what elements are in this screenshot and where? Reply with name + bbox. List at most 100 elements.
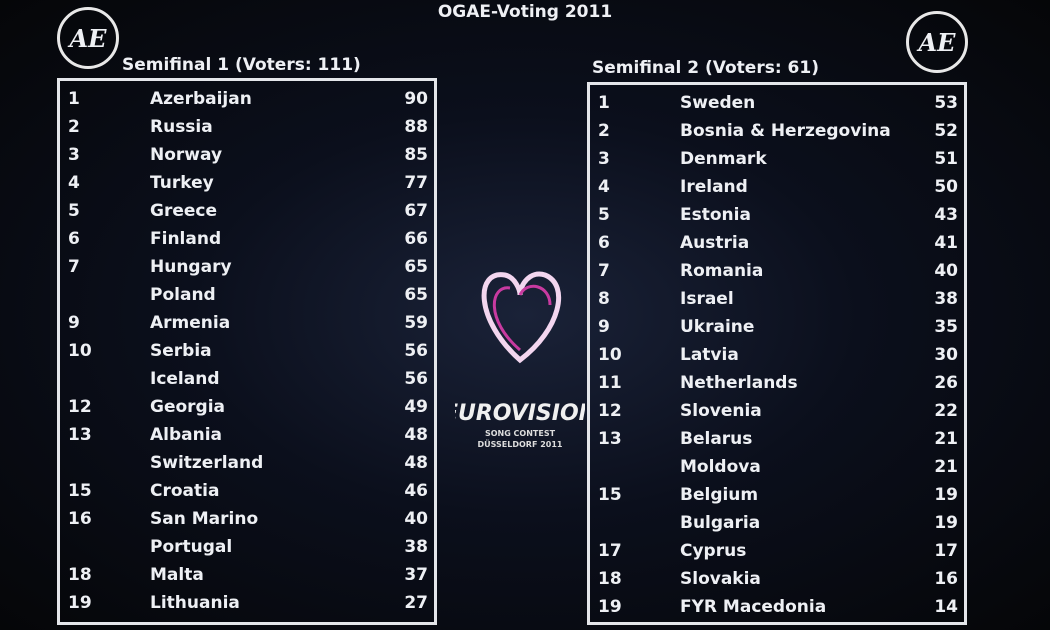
- country: Belarus: [680, 429, 753, 449]
- points: 35: [934, 317, 958, 337]
- points: 41: [934, 233, 958, 253]
- country: Belgium: [680, 485, 759, 505]
- table-row: 15 Croatia 46: [60, 477, 434, 505]
- table-row: 3 Norway 85: [60, 141, 434, 169]
- table-row: 5 Greece 67: [60, 197, 434, 225]
- table-row: 6 Finland 66: [60, 225, 434, 253]
- table-row: Switzerland 48: [60, 449, 434, 477]
- points: 53: [934, 93, 958, 113]
- rank: 16: [68, 509, 92, 529]
- country: Portugal: [150, 537, 233, 557]
- rank: 1: [68, 89, 80, 109]
- rank: 2: [598, 121, 610, 141]
- rank: 1: [598, 93, 610, 113]
- points: 27: [404, 593, 428, 613]
- rank: 10: [598, 345, 622, 365]
- country: Norway: [150, 145, 223, 165]
- points: 85: [404, 145, 428, 165]
- country: Ireland: [680, 177, 748, 197]
- points: 65: [404, 257, 428, 277]
- rank: 19: [68, 593, 92, 613]
- points: 48: [404, 453, 428, 473]
- points: 22: [934, 401, 958, 421]
- country: Serbia: [150, 341, 212, 361]
- country: Denmark: [680, 149, 767, 169]
- points: 40: [404, 509, 428, 529]
- country: Croatia: [150, 481, 220, 501]
- country: Bulgaria: [680, 513, 761, 533]
- rank: 13: [68, 425, 92, 445]
- country: San Marino: [150, 509, 259, 529]
- table-row: Portugal 38: [60, 533, 434, 561]
- table-row: 13 Albania 48: [60, 421, 434, 449]
- table-row: 15 Belgium 19: [590, 481, 964, 509]
- country: Netherlands: [680, 373, 798, 393]
- logo: AE: [57, 7, 119, 69]
- logo-line: DÜSSELDORF 2011: [478, 439, 563, 449]
- points: 30: [934, 345, 958, 365]
- country: Georgia: [150, 397, 226, 417]
- table-row: Moldova 21: [590, 453, 964, 481]
- rank: 9: [68, 313, 80, 333]
- points: 38: [404, 537, 428, 557]
- points: 50: [934, 177, 958, 197]
- table-row: 8 Israel 38: [590, 285, 964, 313]
- eurovision-logo: EUROVISION SONG CONTEST DÜSSELDORF 2011: [455, 271, 585, 449]
- points: 88: [404, 117, 428, 137]
- country: Lithuania: [150, 593, 240, 613]
- ranking-table: 1 Sweden 53 2 Bosnia & Herzegovina 52 3 Denmark…: [587, 82, 967, 625]
- country: Romania: [680, 261, 764, 281]
- table-heading: Semifinal 1 (Voters: 111): [122, 55, 361, 75]
- table-row: 12 Georgia 49: [60, 393, 434, 421]
- rank: 11: [598, 373, 622, 393]
- country: Armenia: [150, 313, 231, 333]
- points: 19: [934, 485, 958, 505]
- points: 56: [404, 369, 428, 389]
- table-row: 4 Ireland 50: [590, 173, 964, 201]
- rank: 18: [598, 569, 622, 589]
- rank: 9: [598, 317, 610, 337]
- rank: 5: [598, 205, 610, 225]
- rank: 15: [598, 485, 622, 505]
- rank: 5: [68, 201, 80, 221]
- points: 16: [934, 569, 958, 589]
- rank: 18: [68, 565, 92, 585]
- country: Malta: [150, 565, 204, 585]
- country: Estonia: [680, 205, 751, 225]
- rank: 15: [68, 481, 92, 501]
- country: Slovenia: [680, 401, 762, 421]
- rank: 12: [598, 401, 622, 421]
- country: Hungary: [150, 257, 232, 277]
- points: 52: [934, 121, 958, 141]
- table-row: Poland 65: [60, 281, 434, 309]
- country: Albania: [150, 425, 223, 445]
- points: 43: [934, 205, 958, 225]
- table-row: 19 Lithuania 27: [60, 589, 434, 617]
- points: 14: [934, 597, 958, 617]
- table-row: 2 Russia 88: [60, 113, 434, 141]
- points: 66: [404, 229, 428, 249]
- rank: 7: [68, 257, 80, 277]
- points: 59: [404, 313, 428, 333]
- table-row: 7 Hungary 65: [60, 253, 434, 281]
- table-row: 4 Turkey 77: [60, 169, 434, 197]
- table-row: Bulgaria 19: [590, 509, 964, 537]
- rank: 19: [598, 597, 622, 617]
- points: 21: [934, 429, 958, 449]
- points: 48: [404, 425, 428, 445]
- country: Switzerland: [150, 453, 264, 473]
- logo: AE: [906, 11, 968, 73]
- rank: 4: [68, 173, 80, 193]
- country: Turkey: [150, 173, 214, 193]
- points: 90: [404, 89, 428, 109]
- points: 37: [404, 565, 428, 585]
- rank: 17: [598, 541, 622, 561]
- points: 21: [934, 457, 958, 477]
- country: Latvia: [680, 345, 739, 365]
- points: 17: [934, 541, 958, 561]
- points: 56: [404, 341, 428, 361]
- country: Finland: [150, 229, 222, 249]
- table-row: 11 Netherlands 26: [590, 369, 964, 397]
- table-row: 13 Belarus 21: [590, 425, 964, 453]
